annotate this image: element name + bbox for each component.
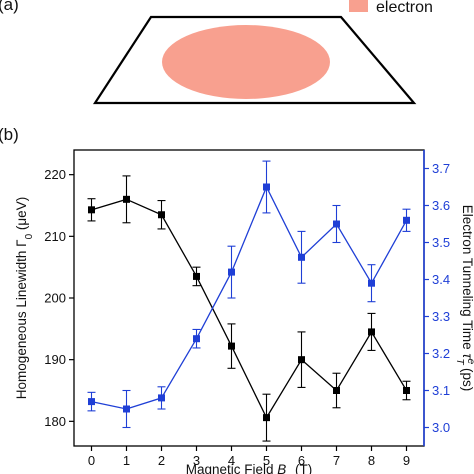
panel-a-label: (a) — [0, 0, 19, 14]
right-y-tick-label: 3.6 — [432, 198, 450, 213]
right-y-tick-label: 3.1 — [432, 383, 450, 398]
left-y-tick-label: 210 — [44, 229, 66, 244]
data-point — [158, 211, 165, 219]
left-y-axis: 180 190 200 210 220 — [44, 167, 74, 429]
right-y-tick-label: 3.5 — [432, 235, 450, 250]
x-axis-title: Magnetic Field Bz (T) — [186, 462, 313, 474]
series-line — [91, 185, 408, 410]
data-point — [298, 356, 305, 364]
x-axis: 0 1 2 3 4 5 6 7 8 9 — [88, 446, 410, 468]
left-y-tick-label: 200 — [44, 291, 66, 306]
data-point — [403, 387, 410, 394]
x-tick-label: 3 — [193, 453, 200, 468]
data-point — [88, 398, 95, 406]
right-y-tick-label: 3.0 — [432, 420, 450, 435]
x-tick-label: 5 — [263, 453, 270, 468]
x-tick-label: 9 — [403, 453, 410, 468]
data-point — [228, 342, 235, 350]
left-y-tick-label: 220 — [44, 167, 66, 182]
x-tick-label: 7 — [333, 453, 340, 468]
left-y-axis-title: Homogeneous Linewidth Γ0 (μeV) — [14, 197, 35, 399]
data-point — [228, 268, 235, 276]
data-point — [263, 414, 270, 422]
data-point — [333, 220, 340, 228]
panel-a: (a) electron — [0, 0, 433, 105]
data-point — [193, 272, 200, 280]
series-right — [87, 160, 411, 429]
right-y-tick-label: 3.2 — [432, 346, 450, 361]
series-layer — [87, 160, 411, 442]
panel-b-label: (b) — [0, 125, 19, 144]
x-tick-label: 4 — [228, 453, 235, 468]
series-left — [87, 175, 411, 442]
data-point — [368, 279, 375, 287]
data-point — [403, 216, 410, 224]
data-point — [368, 328, 375, 336]
right-y-tick-label: 3.7 — [432, 161, 450, 176]
right-y-axis-title: Electron Tunneling Time τTe (ps) — [455, 205, 474, 391]
x-tick-label: 8 — [368, 453, 375, 468]
data-point — [123, 405, 130, 413]
data-point — [333, 387, 340, 394]
x-tick-label: 1 — [123, 453, 130, 468]
data-point — [123, 195, 130, 203]
left-y-tick-label: 180 — [44, 414, 66, 429]
x-tick-label: 0 — [88, 453, 95, 468]
x-tick-label: 6 — [298, 453, 305, 468]
x-tick-label: 2 — [158, 453, 165, 468]
electron-ellipse — [162, 25, 330, 99]
right-y-axis: 3.0 3.1 3.2 3.3 3.4 3.5 3.6 3.7 — [424, 161, 450, 435]
data-point — [158, 394, 165, 402]
left-y-tick-label: 190 — [44, 352, 66, 367]
data-point — [298, 253, 305, 261]
electron-legend-label: electron — [376, 0, 433, 16]
data-point — [88, 206, 95, 214]
data-point — [193, 335, 200, 343]
data-point — [263, 183, 270, 191]
electron-legend-swatch — [349, 0, 368, 12]
substrate-trapezoid — [92, 15, 417, 105]
series-line — [91, 198, 408, 419]
right-y-tick-label: 3.3 — [432, 309, 450, 324]
right-y-tick-label: 3.4 — [432, 272, 450, 287]
